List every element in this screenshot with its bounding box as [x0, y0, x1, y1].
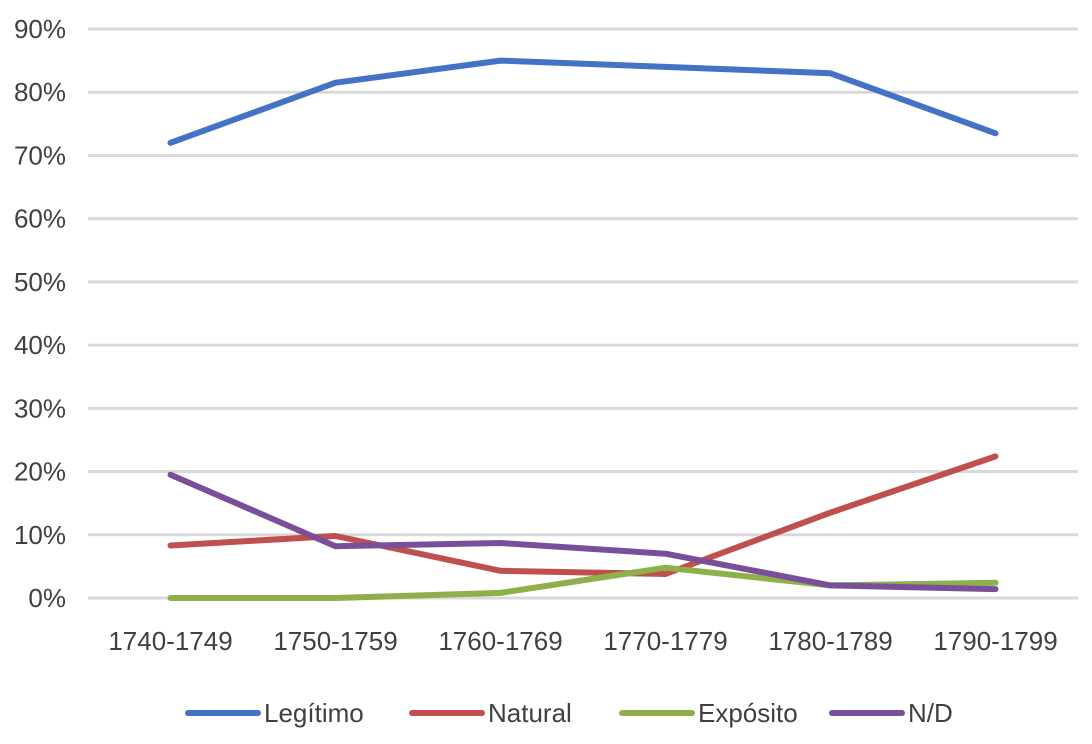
- y-tick-label: 40%: [14, 330, 66, 360]
- y-tick-label: 50%: [14, 267, 66, 297]
- legend-label: Expósito: [698, 698, 798, 728]
- y-tick-label: 0%: [28, 583, 66, 613]
- x-tick-label: 1790-1799: [933, 626, 1057, 656]
- y-tick-label: 60%: [14, 204, 66, 234]
- y-tick-label: 80%: [14, 77, 66, 107]
- legend-label: N/D: [908, 698, 953, 728]
- series-line-1: [167, 57, 999, 146]
- series-lines: [167, 57, 999, 601]
- series-line-2: [167, 453, 999, 577]
- x-tick-label: 1770-1779: [603, 626, 727, 656]
- legend-label: Legítimo: [264, 698, 364, 728]
- gridlines: [88, 27, 1078, 600]
- x-tick-label: 1740-1749: [108, 626, 232, 656]
- y-tick-label: 70%: [14, 140, 66, 170]
- y-tick-label: 30%: [14, 393, 66, 423]
- y-tick-label: 20%: [14, 457, 66, 487]
- y-axis-tick-labels: 0% 10% 20% 30% 40% 50% 60% 70% 80% 90%: [14, 14, 66, 613]
- series-line-4: [167, 471, 999, 593]
- x-tick-label: 1760-1769: [438, 626, 562, 656]
- x-tick-label: 1780-1789: [768, 626, 892, 656]
- y-tick-label: 10%: [14, 520, 66, 550]
- legend-label: Natural: [488, 698, 572, 728]
- legend: Legítimo Natural Expósito N/D: [185, 698, 953, 728]
- x-axis-tick-labels: 1740-1749 1750-1759 1760-1769 1770-1779 1780…: [108, 626, 1057, 656]
- x-tick-label: 1750-1759: [273, 626, 397, 656]
- y-tick-label: 90%: [14, 14, 66, 44]
